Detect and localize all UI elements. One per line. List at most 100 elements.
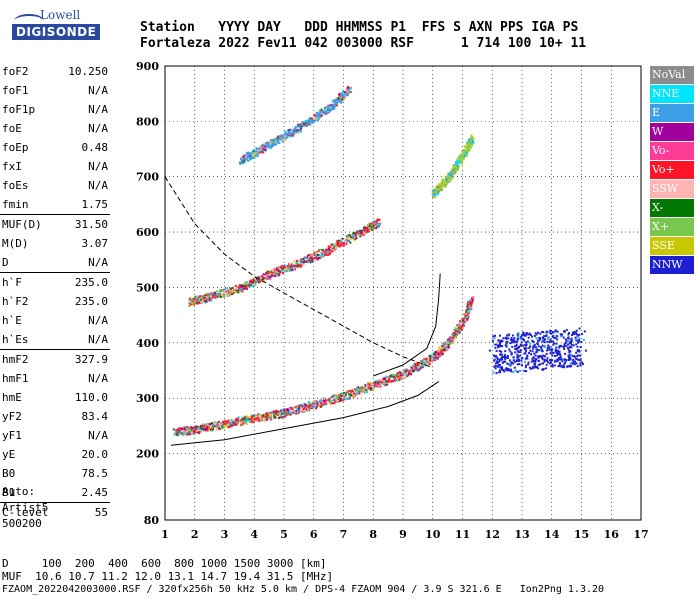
echo-point	[565, 359, 568, 362]
echo-point	[375, 219, 378, 222]
echo-point	[546, 357, 549, 360]
echo-point	[532, 357, 535, 360]
echo-point	[493, 359, 496, 362]
echo-point	[575, 329, 578, 332]
echo-point	[296, 259, 298, 262]
echo-point	[444, 179, 447, 182]
echo-point	[245, 287, 248, 290]
echo-point	[439, 354, 442, 357]
echo-point	[358, 388, 361, 391]
echo-point	[183, 428, 186, 431]
echo-point	[244, 287, 247, 290]
echo-point	[578, 359, 581, 362]
echo-point	[513, 360, 516, 363]
echo-point	[562, 359, 565, 362]
param-name: D	[2, 256, 9, 269]
echo-point	[259, 280, 261, 283]
echo-point	[563, 345, 566, 348]
echo-point	[531, 360, 534, 363]
echo-point	[311, 403, 314, 406]
echo-point	[273, 138, 276, 141]
echo-point	[292, 129, 295, 132]
param-value: 3.07	[81, 237, 109, 250]
echo-point	[315, 253, 318, 256]
echo-point	[412, 370, 414, 373]
echo-point	[579, 362, 582, 365]
echo-point	[350, 390, 352, 393]
echo-point	[345, 393, 347, 396]
echo-point	[309, 119, 312, 122]
echo-point	[541, 355, 543, 358]
echo-point	[445, 343, 448, 345]
echo-point	[453, 171, 455, 174]
echo-point	[320, 114, 323, 116]
echo-point	[278, 411, 281, 414]
echo-point	[196, 429, 199, 432]
echo-point	[563, 330, 566, 333]
echo-point	[224, 422, 227, 425]
echo-point	[532, 366, 535, 369]
echo-point	[329, 109, 331, 112]
echo-point	[472, 137, 475, 140]
echo-point	[461, 150, 464, 153]
echo-point	[180, 430, 183, 432]
echo-point	[232, 292, 235, 295]
echo-point	[559, 358, 562, 361]
echo-point	[457, 331, 460, 334]
echo-point	[552, 343, 555, 346]
echo-point	[379, 378, 382, 381]
echo-point	[542, 368, 545, 370]
echo-point	[396, 372, 399, 375]
echo-point	[262, 145, 265, 148]
echo-point	[449, 173, 452, 176]
echo-point	[431, 359, 434, 362]
echo-point	[466, 316, 469, 318]
echo-point	[580, 340, 583, 343]
echo-point	[212, 428, 214, 431]
echo-point	[338, 394, 341, 397]
echo-point	[271, 274, 274, 277]
echo-point	[417, 363, 420, 366]
param-value: 235.0	[74, 276, 108, 289]
legend-item-vo-: Vo-	[650, 142, 694, 160]
echo-point	[555, 342, 558, 345]
echo-point	[193, 303, 196, 306]
echo-point	[501, 340, 504, 343]
echo-point	[563, 358, 566, 361]
echo-point	[363, 232, 366, 235]
echo-point	[334, 101, 336, 104]
echo-point	[509, 342, 512, 345]
x-tick-label: 16	[604, 528, 620, 541]
echo-point	[421, 364, 424, 367]
echo-point	[208, 423, 211, 426]
param-row: h`E N/A	[0, 311, 112, 330]
echo-point	[221, 293, 224, 296]
echo-point	[554, 360, 557, 363]
echo-point	[298, 408, 301, 411]
echo-point	[331, 395, 334, 398]
echo-point	[469, 307, 472, 309]
echo-point	[531, 350, 534, 353]
echo-point	[200, 296, 203, 299]
echo-point	[233, 420, 236, 423]
echo-point	[315, 407, 317, 410]
echo-point	[203, 425, 205, 428]
echo-point	[216, 291, 219, 294]
echo-point	[204, 423, 207, 426]
echo-point	[307, 259, 310, 262]
echo-point	[439, 183, 442, 186]
echo-point	[200, 301, 203, 304]
echo-point	[458, 329, 461, 332]
echo-point	[267, 146, 270, 149]
echo-point	[353, 233, 356, 236]
param-value: 83.4	[81, 410, 109, 423]
echo-point	[314, 406, 317, 409]
echo-point	[248, 154, 251, 157]
echo-point	[254, 152, 257, 155]
echo-point	[343, 91, 345, 94]
echo-point	[265, 275, 268, 278]
echo-point	[525, 357, 528, 360]
echo-point	[467, 300, 470, 303]
echo-point	[339, 399, 342, 402]
echo-point	[456, 167, 459, 170]
